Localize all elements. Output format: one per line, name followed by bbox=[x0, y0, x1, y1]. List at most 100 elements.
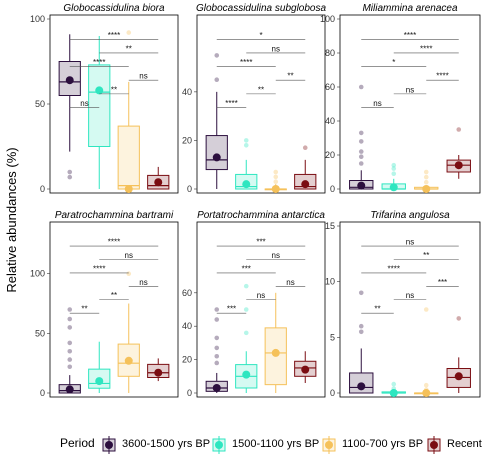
outlier-point bbox=[358, 84, 364, 90]
y-tick-label: 15 bbox=[325, 221, 335, 231]
box-1 bbox=[205, 307, 228, 393]
legend-title: Period bbox=[60, 436, 95, 450]
y-tick-label: 50 bbox=[35, 328, 45, 338]
outlier-point bbox=[273, 174, 279, 180]
panel-3: Miliammina arenacea020406080100nsns*****… bbox=[320, 3, 481, 194]
outlier-point bbox=[456, 316, 462, 321]
significance-label: *** bbox=[242, 264, 251, 273]
y-tick-label: 100 bbox=[320, 14, 335, 24]
box-2 bbox=[235, 138, 258, 190]
y-tick-label: 0 bbox=[187, 388, 192, 398]
significance-label: * bbox=[259, 31, 262, 40]
significance-label: ns bbox=[257, 291, 265, 300]
outlier-point bbox=[67, 364, 73, 370]
legend-label: 3600-1500 yrs BP bbox=[122, 438, 211, 450]
y-tick-label: 60 bbox=[182, 288, 192, 298]
mean-point bbox=[212, 153, 221, 162]
box-3 bbox=[264, 169, 287, 193]
y-axis-label: Relative abundances (%) bbox=[4, 147, 19, 292]
significance-label: ns bbox=[80, 99, 88, 108]
outlier-point bbox=[391, 166, 397, 171]
panel-frame bbox=[196, 14, 326, 194]
box-4 bbox=[294, 145, 317, 190]
mean-point bbox=[212, 383, 221, 392]
outlier-point bbox=[214, 345, 220, 351]
y-tick-label: 10 bbox=[325, 277, 335, 287]
box-3 bbox=[264, 292, 287, 393]
significance-label: * bbox=[392, 58, 395, 67]
y-tick-label: 40 bbox=[182, 87, 192, 97]
mean-point bbox=[357, 181, 366, 190]
mean-point bbox=[65, 385, 74, 394]
y-tick-label: 0 bbox=[40, 184, 45, 194]
significance-label: **** bbox=[388, 264, 400, 273]
outlier-point bbox=[67, 316, 73, 322]
outlier-point bbox=[126, 271, 132, 277]
mean-point bbox=[242, 370, 251, 379]
box-4 bbox=[294, 351, 317, 383]
box-4 bbox=[147, 166, 170, 190]
box-1 bbox=[349, 84, 374, 190]
legend-key-3600-1500 bbox=[102, 436, 116, 454]
outlier-point bbox=[67, 174, 73, 180]
mean-point bbox=[124, 185, 133, 193]
box-1 bbox=[58, 307, 81, 394]
box-3 bbox=[117, 271, 140, 393]
legend: Period 3600-1500 yrs BP 1500-1100 yrs BP… bbox=[0, 432, 500, 456]
outlier-point bbox=[67, 357, 73, 362]
significance-label: ns bbox=[406, 85, 414, 94]
mean-point bbox=[95, 377, 104, 386]
y-tick-label: 5 bbox=[330, 332, 335, 342]
outlier-point bbox=[243, 330, 249, 336]
legend-key-recent bbox=[427, 436, 441, 454]
outlier-point bbox=[423, 382, 429, 388]
outlier-point bbox=[423, 179, 429, 185]
y-tick-label: 0 bbox=[40, 388, 45, 398]
mean-point bbox=[154, 178, 163, 187]
outlier-point bbox=[214, 317, 220, 322]
box-1 bbox=[205, 53, 228, 189]
outlier-point bbox=[214, 360, 220, 366]
outlier-point bbox=[126, 30, 132, 35]
outlier-point bbox=[214, 77, 220, 83]
panel-1: Globocassidulina biora050100ns**ns******… bbox=[30, 3, 179, 194]
significance-label: ns bbox=[286, 278, 294, 287]
panel-title: Portatrochammina antarctica bbox=[197, 210, 325, 221]
y-tick-label: 60 bbox=[325, 82, 335, 92]
panel-5: Portatrochammina antarctica 0 20 40 60 *** ns n… bbox=[182, 210, 326, 398]
panel-title: Globocassidulina biora bbox=[63, 3, 165, 14]
outlier-point bbox=[391, 171, 397, 176]
outlier-point bbox=[391, 162, 397, 168]
significance-label: **** bbox=[240, 58, 252, 67]
panel-2: Globocassidulina subglobosa02040********… bbox=[182, 3, 326, 194]
mean-point bbox=[454, 161, 463, 170]
outlier-point bbox=[423, 169, 429, 175]
outlier-point bbox=[214, 53, 220, 58]
legend-key-1100-700 bbox=[322, 436, 336, 454]
panel-frame bbox=[196, 221, 326, 398]
outlier-point bbox=[243, 307, 249, 312]
outlier-point bbox=[273, 179, 279, 185]
panels: Globocassidulina biora050100ns**ns******… bbox=[30, 3, 481, 398]
y-tick-label: 100 bbox=[30, 269, 45, 279]
box-4 bbox=[147, 358, 170, 382]
significance-label: **** bbox=[436, 72, 448, 81]
box-2 bbox=[381, 381, 406, 397]
outlier-point bbox=[358, 161, 364, 166]
significance-label: ns bbox=[125, 251, 133, 260]
panel-frame bbox=[339, 221, 481, 398]
box-1 bbox=[58, 34, 81, 180]
outlier-point bbox=[358, 329, 364, 335]
panel-title: Globocassidulina subglobosa bbox=[196, 3, 327, 14]
significance-label: *** bbox=[256, 238, 265, 247]
y-tick-label: 80 bbox=[325, 48, 335, 58]
outlier-point bbox=[358, 149, 364, 154]
outlier-point bbox=[456, 127, 462, 132]
outlier-point bbox=[358, 130, 364, 136]
mean-point bbox=[154, 368, 163, 377]
significance-label: *** bbox=[438, 278, 447, 287]
significance-label: ns bbox=[406, 238, 414, 247]
y-tick-label: 0 bbox=[187, 184, 192, 194]
box-3 bbox=[414, 307, 439, 397]
box-2 bbox=[88, 36, 111, 189]
